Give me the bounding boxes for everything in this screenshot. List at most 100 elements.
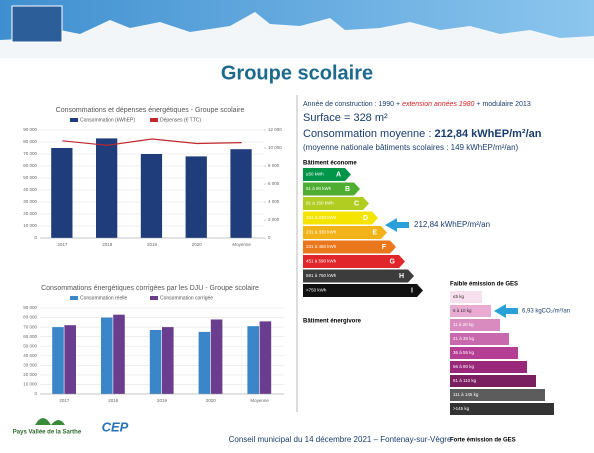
x-tick-label: 2017 xyxy=(57,242,68,247)
ges-class xyxy=(450,305,491,317)
chart: Consommations et dépenses énergétiques -… xyxy=(23,107,282,247)
y-tick-label: 40 000 xyxy=(23,187,37,192)
energy-range: >750 kWh xyxy=(306,288,327,293)
energy-letter: B xyxy=(345,186,350,193)
construction-part: Année de construction : 1990 + xyxy=(303,101,400,108)
y-tick-label: 0 xyxy=(34,391,37,396)
x-tick-label: 2017 xyxy=(59,398,70,403)
energy-value: 212,84 kWhEP/m²/an xyxy=(414,220,490,229)
x-tick-label: 2018 xyxy=(108,398,119,403)
bar xyxy=(198,331,211,394)
y2-tick-label: 2 000 xyxy=(268,217,280,222)
energy-letter: C xyxy=(354,200,359,207)
consumption: Consommation moyenne : 212,84 kWhEP/m²/a… xyxy=(303,128,542,140)
energy-class xyxy=(303,255,405,268)
energy-range: 151 à 230 kWh xyxy=(306,215,337,220)
energy-class xyxy=(303,284,423,297)
ges-class xyxy=(450,403,554,415)
y2-tick-label: 6 000 xyxy=(268,181,280,186)
ges-class xyxy=(450,319,500,331)
energy-class xyxy=(303,269,414,283)
energy-range: 91 à 150 kWh xyxy=(306,201,334,206)
y-tick-label: 10 000 xyxy=(23,223,37,228)
y-tick-label: 90 000 xyxy=(23,127,37,132)
ges-range: 21 à 35 kg xyxy=(453,336,475,341)
label-top: Bâtiment économe xyxy=(303,161,357,167)
y-tick-label: 60 000 xyxy=(23,163,37,168)
bar xyxy=(51,148,73,238)
logo-text: CEP xyxy=(102,419,129,434)
x-tick-label: 2020 xyxy=(206,398,217,403)
y-tick-label: 60 000 xyxy=(23,334,37,339)
chart-title: Consommations et dépenses énergétiques -… xyxy=(56,107,245,114)
energy-class xyxy=(303,211,378,225)
y2-tick-label: 8 000 xyxy=(268,163,280,168)
ges-class xyxy=(450,291,482,303)
energy-range: ≤50 kWh xyxy=(306,172,324,177)
energy-letter: F xyxy=(382,244,387,251)
legend-label: Consommation (kWhEP) xyxy=(80,117,135,123)
y-tick-label: 20 000 xyxy=(23,211,37,216)
bar xyxy=(140,154,163,238)
bar xyxy=(162,327,174,394)
x-tick-label: 2020 xyxy=(192,242,203,247)
y-tick-label: 50 000 xyxy=(23,343,37,348)
bar xyxy=(149,329,162,394)
energy-letter: E xyxy=(372,229,377,236)
ges-class xyxy=(450,333,509,345)
y-tick-label: 70 000 xyxy=(23,151,37,156)
energy-range: 51 à 90 kWh xyxy=(306,186,332,191)
y2-tick-label: 0 xyxy=(268,235,271,240)
energy-class xyxy=(303,197,369,210)
bar xyxy=(259,321,272,394)
legend-label: Dépenses (€ TTC) xyxy=(160,117,201,123)
energy-class xyxy=(303,182,360,196)
y-tick-label: 20 000 xyxy=(23,372,37,377)
bar xyxy=(101,317,113,394)
y-tick-label: 80 000 xyxy=(23,315,37,320)
y2-tick-label: 12 000 xyxy=(268,127,282,132)
line-series xyxy=(62,138,242,146)
chart-title: Consommations énergétiques corrigées par… xyxy=(41,285,259,292)
x-tick-label: Moyenne xyxy=(250,398,269,403)
y-tick-label: 70 000 xyxy=(23,324,37,329)
y2-tick-label: 10 000 xyxy=(268,145,282,150)
ges-range: ≤5 kg xyxy=(453,294,464,299)
legend-swatch xyxy=(150,296,158,300)
ges-label: Faible émission de GES ≤5 kg 6 à 10 kg 11 à… xyxy=(450,282,570,444)
bar xyxy=(52,327,64,394)
ges-class xyxy=(450,375,536,387)
national-average: (moyenne nationale bâtiments scolaires :… xyxy=(303,143,519,152)
energy-range: 331 à 450 kWh xyxy=(306,244,337,249)
legend-label: Consommation corrigée xyxy=(160,295,213,301)
energy-letter: A xyxy=(336,171,341,178)
skyline xyxy=(0,12,594,58)
energy-class xyxy=(303,168,351,181)
ges-range: 56 à 80 kg xyxy=(453,364,475,369)
consumption-value: 212,84 kWhEP/m²/an xyxy=(434,128,541,140)
ges-range: 11 à 20 kg xyxy=(453,322,474,327)
logo-box xyxy=(11,5,63,43)
x-tick-label: 2018 xyxy=(102,242,113,247)
y-tick-label: 10 000 xyxy=(23,382,37,387)
x-tick-label: 2019 xyxy=(147,242,158,247)
arrow xyxy=(494,304,518,318)
legend-swatch xyxy=(150,118,158,122)
consumption-label: Consommation moyenne : xyxy=(303,128,431,140)
x-tick-label: Moyenne xyxy=(232,242,251,247)
bar xyxy=(185,156,207,238)
footer-text: Conseil municipal du 14 décembre 2021 – … xyxy=(229,435,452,444)
y-tick-label: 50 000 xyxy=(23,175,37,180)
construction: Année de construction : 1990 + extension… xyxy=(303,101,531,108)
energy-range: 591 à 750 kWh xyxy=(306,273,337,278)
legend-label: Consommation réelle xyxy=(80,295,127,301)
ges-class xyxy=(450,389,545,401)
x-tick-label: 2019 xyxy=(157,398,168,403)
arrow xyxy=(385,218,409,232)
y-tick-label: 80 000 xyxy=(23,139,37,144)
energy-letter: D xyxy=(363,215,368,222)
ges-range: 36 à 55 kg xyxy=(453,350,475,355)
energy-class xyxy=(303,240,396,254)
label-top: Faible émission de GES xyxy=(450,282,518,288)
